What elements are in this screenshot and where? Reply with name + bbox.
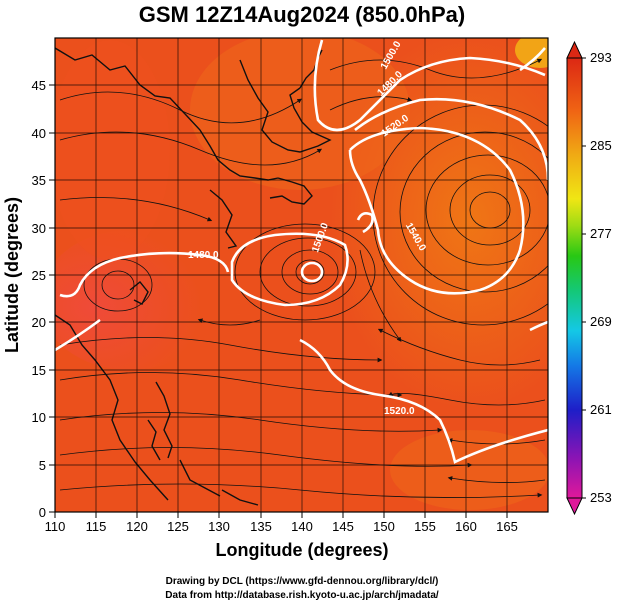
credit-data-source: Data from http://database.rish.kyoto-u.a…: [165, 590, 439, 601]
x-tick-label: 110: [45, 519, 66, 534]
colorbar-tick-label: 277: [590, 226, 612, 241]
colorbar-tick-label: 269: [590, 314, 612, 329]
y-tick-label: 15: [32, 363, 46, 378]
colorbar-top-arrow: [566, 40, 583, 59]
contour-label: 1520.0: [384, 406, 415, 417]
grid: [55, 38, 548, 512]
y-tick-label: 30: [32, 221, 46, 236]
colorbar: 293 285 277 269 261 253: [566, 40, 612, 516]
x-tick-label: 155: [414, 519, 436, 534]
y-tick-label: 25: [32, 268, 46, 283]
y-tick-label: 5: [39, 458, 46, 473]
colorbar-tick-label: 293: [590, 50, 612, 65]
contour-label: 1480.0: [188, 250, 219, 261]
y-tick-label: 45: [32, 78, 46, 93]
x-axis: 110 115 120 125 130 135 140 145 150 155 …: [45, 512, 518, 560]
coastlines: [55, 47, 332, 506]
y-tick-label: 0: [39, 505, 46, 520]
height-contours: [55, 39, 548, 464]
credit-drawing: Drawing by DCL (https://www.gfd-dennou.o…: [166, 576, 439, 587]
y-axis-label: Latitude (degrees): [2, 197, 22, 353]
y-tick-label: 20: [32, 315, 46, 330]
streamlines: [59, 58, 548, 498]
x-tick-label: 130: [208, 519, 230, 534]
x-tick-label: 140: [291, 519, 313, 534]
x-tick-label: 150: [373, 519, 395, 534]
colorbar-scale: [566, 57, 583, 499]
x-axis-label: Longitude (degrees): [215, 540, 388, 560]
plot-area: 1480.0 1500.0 1480.0 1520.0 1540.0 1520.…: [55, 38, 548, 512]
x-tick-label: 115: [86, 519, 107, 534]
colorbar-bottom-arrow: [566, 497, 583, 516]
x-tick-label: 145: [332, 519, 354, 534]
x-tick-label: 120: [126, 519, 148, 534]
x-tick-label: 165: [496, 519, 518, 534]
y-axis: 0 5 10 15 20 25 30 35 40 45 Latitude (de…: [2, 78, 55, 520]
y-tick-label: 10: [32, 410, 46, 425]
x-tick-label: 160: [455, 519, 477, 534]
chart-title: GSM 12Z14Aug2024 (850.0hPa): [139, 2, 465, 27]
y-tick-label: 40: [32, 126, 46, 141]
x-tick-label: 135: [250, 519, 272, 534]
colorbar-tick-label: 261: [590, 402, 612, 417]
colorbar-tick-label: 253: [590, 490, 612, 505]
colorbar-tick-label: 285: [590, 138, 612, 153]
x-tick-label: 125: [167, 519, 189, 534]
y-tick-label: 35: [32, 173, 46, 188]
